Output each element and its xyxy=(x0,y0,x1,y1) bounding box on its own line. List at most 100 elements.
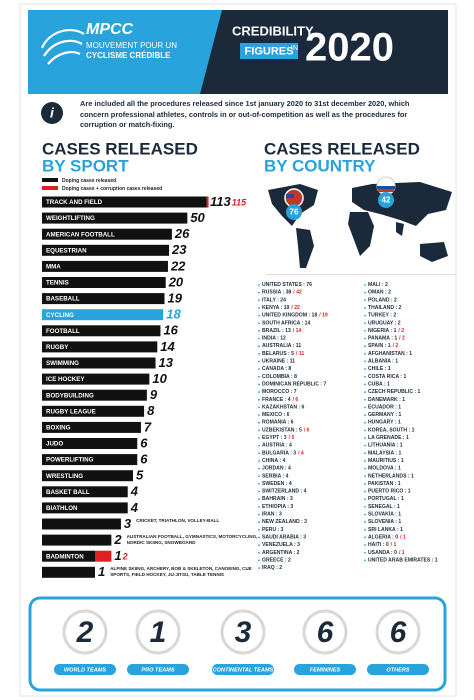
value-label: 50 xyxy=(190,210,205,225)
country-text: NIGERIA : 1 xyxy=(368,328,397,334)
country-extra: / 1 xyxy=(400,535,406,541)
country-entry: ITALY : 24 xyxy=(262,298,286,304)
country-text: MEXICO : 6 xyxy=(262,412,290,418)
country-entry: NIGERIA : 1/ 2 xyxy=(368,328,404,334)
map-divider xyxy=(266,274,456,275)
team-circle xyxy=(135,609,181,655)
country-text: HAITI : 0 xyxy=(368,542,389,548)
section-subtitle: BY SPORT xyxy=(42,156,129,175)
country-text: CHINA : 4 xyxy=(262,458,285,464)
logo: MPCC xyxy=(86,21,134,38)
country-bullet xyxy=(258,490,260,493)
country-bullet xyxy=(258,337,260,340)
bar xyxy=(42,566,95,578)
country-bullet xyxy=(364,391,366,393)
bar-label: CYCLING xyxy=(46,312,74,319)
country-bullet xyxy=(364,429,366,432)
team-count: 2 xyxy=(76,616,94,649)
country-bullet xyxy=(364,536,366,539)
map-badge xyxy=(378,192,394,208)
country-text: COLOMBIA : 8 xyxy=(262,374,297,380)
bar-label: TENNIS xyxy=(46,280,69,287)
bar xyxy=(42,421,141,433)
country-text: SOUTH AFRICA : 14 xyxy=(262,321,310,327)
country-extra: / 42 xyxy=(293,290,302,296)
country-bullet xyxy=(364,360,366,363)
bar-corruption xyxy=(206,196,209,208)
value-label: 7 xyxy=(144,419,152,434)
sport-note: CRICKET, TRIATHLON, VOLLEY-BALL xyxy=(136,518,220,523)
country-text: AUSTRIA : 4 xyxy=(262,443,292,449)
country-text: URUGUAY : 2 xyxy=(368,321,401,327)
country-text: LITHUANIA : 1 xyxy=(368,443,403,449)
country-text: SAUDI ARABIA : 3 xyxy=(262,535,306,541)
country-entry: SENEGAL : 1 xyxy=(368,504,400,510)
country-entry: SRI LANKA : 1 xyxy=(368,527,403,533)
intro-box: Are included all the procedures released… xyxy=(80,99,410,130)
country-entry: OMAN : 2 xyxy=(368,290,391,296)
country-text: NEW ZEALAND : 3 xyxy=(262,519,307,525)
country-text: JORDAN : 4 xyxy=(262,466,291,472)
country-text: DOMINICAN REPUBLIC : 7 xyxy=(262,382,326,388)
country-entry: UZBEKISTAN : 5/ 6 xyxy=(262,428,310,434)
country-entry: HAITI : 0/ 1 xyxy=(368,542,397,548)
country-text: PAKISTAN : 1 xyxy=(368,481,401,487)
country-entry: SAUDI ARABIA : 3 xyxy=(262,535,306,541)
country-bullet xyxy=(364,460,366,462)
team-label: CONTINENTAL TEAMS xyxy=(213,667,274,673)
country-text: SLOVENIA : 1 xyxy=(368,519,401,525)
info-icon-glyph: i xyxy=(50,105,55,121)
country-text: CHILE : 1 xyxy=(368,366,391,372)
value-label: 18 xyxy=(166,307,181,322)
country-entry: DOMINICAN REPUBLIC : 7 xyxy=(262,382,326,388)
country-text: SERBIA : 4 xyxy=(262,474,289,480)
country-entry: UNITED KINGDOM : 18/ 19 xyxy=(262,313,328,319)
country-bullet xyxy=(258,375,260,378)
flag-stripe xyxy=(377,186,395,189)
country-extra: / 2 xyxy=(399,336,405,342)
bar xyxy=(42,438,138,449)
country-bullet xyxy=(258,483,260,485)
value-label: 4 xyxy=(130,500,139,515)
country-text: OMAN : 2 xyxy=(368,290,391,296)
country-extra: / 6 xyxy=(293,397,299,403)
country-text: KENYA : 19 xyxy=(262,305,290,311)
country-text: BRAZIL : 13 xyxy=(262,328,291,334)
country-bullet xyxy=(364,521,366,524)
country-text: SWITZERLAND : 4 xyxy=(262,489,307,495)
country-entry: MALI : 2 xyxy=(368,282,388,288)
country-bullet xyxy=(364,467,366,470)
country-bullet xyxy=(258,307,260,309)
country-entry: UNITED STATES : 76 xyxy=(262,282,312,288)
country-extra: / 4 xyxy=(298,451,304,457)
country-text: USANDA : 0 xyxy=(368,550,397,556)
country-bullet xyxy=(258,383,260,386)
country-extra: / 14 xyxy=(293,328,302,334)
country-text: SRI LANKA : 1 xyxy=(368,527,403,533)
country-entry: URUGUAY : 2 xyxy=(368,321,401,327)
country-entry: TURKEY : 2 xyxy=(368,313,396,319)
country-text: ECUADOR : 1 xyxy=(368,405,401,411)
intro-text: Are included all the procedures released… xyxy=(80,99,410,130)
bar xyxy=(42,293,165,305)
country-text: UKRAINE : 11 xyxy=(262,359,295,365)
bar-label: AMERICAN FOOTBALL xyxy=(46,231,115,238)
country-entry: USANDA : 0/ 1 xyxy=(368,550,405,556)
country-bullet xyxy=(364,322,366,325)
country-text: FRANCE : 4 xyxy=(262,397,291,403)
country-extra: / 5 xyxy=(289,435,295,441)
country-text: PERU : 3 xyxy=(262,527,284,533)
country-entry: SLOVAKIA : 1 xyxy=(368,512,401,518)
country-bullet xyxy=(258,299,260,302)
country-bullet xyxy=(258,567,260,569)
logo-line: CYCLISME CRÉDIBLE xyxy=(86,51,171,60)
country-entry: NEW ZEALAND : 3 xyxy=(262,519,307,525)
country-bullet xyxy=(364,284,366,286)
team-pill xyxy=(127,664,189,675)
value-label: 14 xyxy=(160,339,175,354)
country-bullet xyxy=(364,505,366,508)
country-bullet xyxy=(258,284,260,286)
country-bullet xyxy=(364,490,366,493)
value-label: 19 xyxy=(168,291,183,306)
country-entry: RUSSIA : 38/ 42 xyxy=(262,290,302,296)
